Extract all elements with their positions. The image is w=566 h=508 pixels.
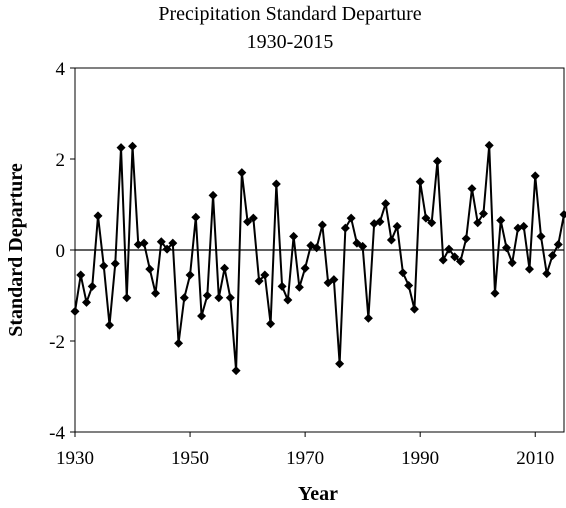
marker [243, 217, 253, 227]
marker [547, 250, 557, 260]
marker [185, 270, 195, 280]
marker [375, 217, 385, 227]
marker [450, 252, 460, 262]
marker [317, 220, 327, 230]
marker [82, 297, 92, 307]
marker [501, 243, 511, 253]
marker [467, 184, 477, 194]
marker [128, 141, 138, 151]
marker [116, 143, 126, 153]
marker [478, 209, 488, 219]
marker [248, 213, 258, 223]
marker [197, 311, 207, 321]
marker [151, 288, 161, 298]
marker [110, 259, 120, 269]
marker [542, 269, 552, 279]
marker [237, 168, 247, 178]
chart-title: Precipitation Standard Departure [158, 3, 421, 25]
marker [266, 319, 276, 329]
marker [162, 244, 172, 254]
marker [386, 235, 396, 245]
marker [225, 293, 235, 303]
y-tick-label: 2 [56, 150, 66, 171]
marker [381, 199, 391, 209]
x-tick-label: 2010 [516, 448, 554, 469]
marker [191, 212, 201, 222]
marker [438, 255, 448, 265]
y-tick-label: -2 [49, 332, 65, 353]
marker [444, 244, 454, 254]
marker [87, 281, 97, 291]
x-tick-label: 1990 [401, 448, 439, 469]
marker [346, 213, 356, 223]
marker [427, 218, 437, 228]
marker [530, 171, 540, 181]
marker [105, 320, 115, 330]
marker [507, 258, 517, 268]
marker [490, 288, 500, 298]
chart-subtitle: 1930-2015 [247, 31, 334, 53]
marker [536, 231, 546, 241]
marker [214, 293, 224, 303]
marker [294, 282, 304, 292]
marker [300, 263, 310, 273]
series-line [74, 145, 565, 371]
marker [254, 276, 264, 286]
marker [398, 268, 408, 278]
marker [179, 293, 189, 303]
x-tick-label: 1930 [56, 448, 94, 469]
y-tick-label: 4 [56, 59, 66, 80]
marker [404, 280, 414, 290]
marker [553, 240, 563, 250]
marker [168, 238, 178, 248]
marker [519, 221, 529, 231]
marker [455, 256, 465, 266]
x-tick-label: 1970 [286, 448, 324, 469]
marker [271, 179, 281, 189]
marker [70, 306, 80, 316]
marker [392, 221, 402, 231]
marker [93, 211, 103, 221]
marker [329, 275, 339, 285]
marker [432, 156, 442, 166]
marker [358, 241, 368, 251]
marker [484, 140, 494, 150]
marker [415, 177, 425, 187]
y-tick-label: -4 [49, 423, 65, 444]
marker [202, 291, 212, 300]
marker [283, 295, 293, 305]
marker [139, 238, 149, 248]
marker [496, 215, 506, 225]
marker [220, 263, 230, 273]
x-axis-label: Year [298, 483, 338, 505]
marker [363, 313, 373, 323]
marker [260, 270, 270, 280]
marker [335, 359, 345, 369]
x-tick-label: 1950 [171, 448, 209, 469]
y-tick-label: 0 [56, 241, 66, 262]
marker [559, 210, 566, 220]
marker [409, 304, 419, 314]
marker [340, 223, 350, 233]
marker [145, 264, 155, 274]
marker [312, 243, 322, 253]
marker [156, 237, 166, 247]
marker [461, 234, 471, 244]
marker [174, 338, 184, 348]
marker [473, 218, 483, 228]
marker [289, 231, 299, 241]
marker [277, 281, 287, 291]
y-axis-label: Standard Departure [5, 163, 27, 337]
marker [76, 270, 86, 280]
marker [421, 213, 431, 223]
marker [231, 366, 241, 376]
marker [122, 293, 132, 303]
marker [524, 264, 534, 274]
marker [208, 190, 218, 200]
marker [99, 261, 109, 271]
